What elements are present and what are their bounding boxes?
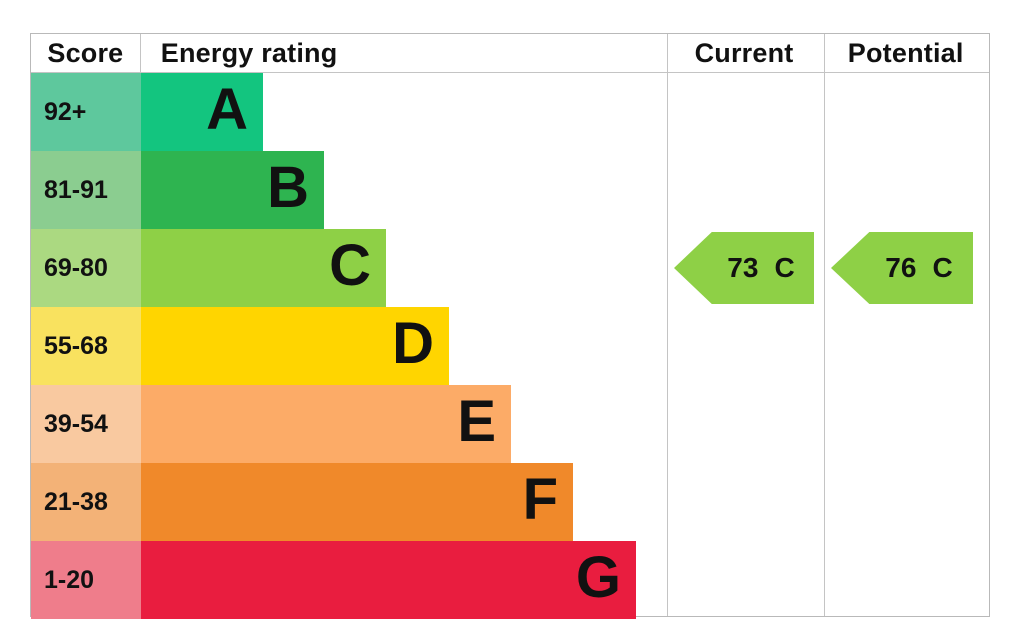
band-bar-cell: G [141,541,989,619]
table-header-row: Score Energy rating Current Potential [31,34,989,73]
band-bar: E [141,385,511,463]
band-bar-cell: D [141,307,989,385]
band-score-range: 69-80 [31,229,141,307]
band-bar: F [141,463,573,541]
current-rating-band: C [774,252,795,283]
band-letter: D [392,311,434,376]
header-score: Score [31,34,141,72]
band-row: 39-54 E [31,385,989,463]
potential-rating-band: C [932,252,953,283]
band-score-range: 21-38 [31,463,141,541]
band-score-range: 1-20 [31,541,141,619]
divider-current-potential [824,34,825,616]
band-score-range: 55-68 [31,307,141,385]
band-row: 21-38 F [31,463,989,541]
band-bar-cell: E [141,385,989,463]
band-score-range: 92+ [31,73,141,151]
potential-rating-score: 76 [885,252,917,283]
header-energy-rating: Energy rating [160,37,338,68]
epc-table: Score Energy rating Current Potential 92… [30,33,990,619]
band-letter: C [329,233,371,298]
band-bar-cell: F [141,463,989,541]
band-bar: A [141,73,263,151]
band-letter: G [575,545,621,610]
band-row: 1-20 G [31,541,989,619]
band-bar-cell: B [141,151,989,229]
band-letter: F [522,467,558,532]
band-bar: G [141,541,636,619]
band-letter: E [457,389,496,454]
band-bar-cell: A [141,73,989,151]
band-bar: C [141,229,386,307]
band-letter: B [267,155,309,220]
divider-energy-current [667,34,668,616]
band-row: 92+ A [31,73,989,151]
band-row: 69-80 C [31,229,989,307]
band-bar: D [141,307,449,385]
header-potential: Potential [847,37,964,68]
header-current: Current [694,37,794,68]
band-row: 81-91 B [31,151,989,229]
band-bar-cell: C [141,229,989,307]
band-score-range: 81-91 [31,151,141,229]
band-bar: B [141,151,324,229]
current-rating-score: 73 [727,252,759,283]
band-letter: A [206,77,248,142]
band-rows: 92+ A 81-91 B 69-80 C 55-68 D [31,73,989,619]
band-row: 55-68 D [31,307,989,385]
band-score-range: 39-54 [31,385,141,463]
